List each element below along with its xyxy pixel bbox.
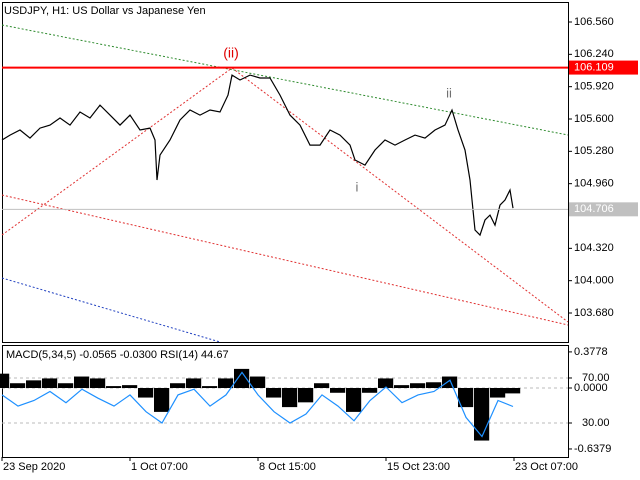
line-series xyxy=(1,74,514,237)
trend-line xyxy=(1,194,569,326)
price-label: 104.706 xyxy=(574,203,614,215)
histogram-bar xyxy=(58,383,74,389)
histogram-bar xyxy=(186,378,202,389)
histogram-bar xyxy=(314,383,330,389)
histogram-bar xyxy=(202,386,218,389)
price-label: 106.109 xyxy=(574,61,614,73)
trend-line xyxy=(1,67,233,236)
histogram-bar xyxy=(298,388,314,403)
histogram-bar xyxy=(410,383,426,389)
x-tick-label: 8 Oct 15:00 xyxy=(259,461,316,473)
histogram-bar xyxy=(394,385,410,389)
wave-label: (ii) xyxy=(223,45,239,61)
y-tick-label: 105.920 xyxy=(574,81,614,93)
histogram-bar xyxy=(362,388,378,393)
y-tick-label: 0.0000 xyxy=(574,382,608,394)
histogram-bar xyxy=(74,376,90,389)
wave-label: ii xyxy=(446,85,452,100)
histogram-bar xyxy=(10,383,26,389)
x-tick-label: 15 Oct 23:00 xyxy=(387,461,450,473)
price-label-box xyxy=(569,202,638,217)
histogram-bar xyxy=(250,376,266,389)
y-tick-label: 104.000 xyxy=(574,275,614,287)
y-tick-label: 104.320 xyxy=(574,242,614,254)
wave-label: i xyxy=(356,179,359,194)
histogram-bar xyxy=(282,388,298,408)
histogram-bar xyxy=(330,388,346,393)
histogram-bar xyxy=(234,368,250,389)
y-tick-label: 106.560 xyxy=(574,16,614,28)
histogram-bar xyxy=(266,388,282,398)
price-label-box xyxy=(569,60,638,75)
x-tick-label: 23 Sep 2020 xyxy=(3,461,65,473)
x-tick-label: 23 Oct 07:00 xyxy=(515,461,578,473)
y-tick-label: 103.680 xyxy=(574,307,614,319)
line-series xyxy=(1,371,514,438)
histogram-bar xyxy=(490,388,506,398)
y-tick-label: 0.3778 xyxy=(574,346,608,358)
indicator-panel xyxy=(2,345,569,458)
price-panel xyxy=(2,2,569,343)
histogram-bar xyxy=(170,383,186,389)
y2-tick-label: 70.00 xyxy=(582,372,610,384)
y-tick-label: -0.6379 xyxy=(574,443,611,455)
y-tick-label: 105.600 xyxy=(574,113,614,125)
histogram-bar xyxy=(458,388,474,408)
histogram-bar xyxy=(26,380,42,389)
y-tick-label: 104.960 xyxy=(574,178,614,190)
histogram-bar xyxy=(122,385,138,389)
y-tick-label: 106.240 xyxy=(574,48,614,60)
trend-line xyxy=(1,24,569,136)
histogram-bar xyxy=(154,388,170,412)
histogram-bar xyxy=(138,388,154,398)
histogram-bar xyxy=(442,376,458,389)
trend-line xyxy=(1,277,221,343)
histogram-bar xyxy=(505,388,521,394)
histogram-bar xyxy=(218,378,234,389)
x-tick-label: 1 Oct 07:00 xyxy=(131,461,188,473)
histogram-bar xyxy=(0,373,10,389)
histogram-bar xyxy=(378,378,394,389)
histogram-bar xyxy=(426,382,442,389)
histogram-bar xyxy=(106,386,122,389)
histogram-bar xyxy=(474,388,490,441)
y-tick-label: 105.280 xyxy=(574,145,614,157)
y2-tick-label: 30.00 xyxy=(582,417,610,429)
histogram-bar xyxy=(90,378,106,389)
indicator-title: MACD(5,34,5) -0.0565 -0.0300 RSI(14) 44.… xyxy=(6,349,229,361)
histogram-bar xyxy=(346,388,362,412)
chart-title: USDJPY, H1: US Dollar vs Japanese Yen xyxy=(4,5,206,17)
histogram-bar xyxy=(42,378,58,389)
